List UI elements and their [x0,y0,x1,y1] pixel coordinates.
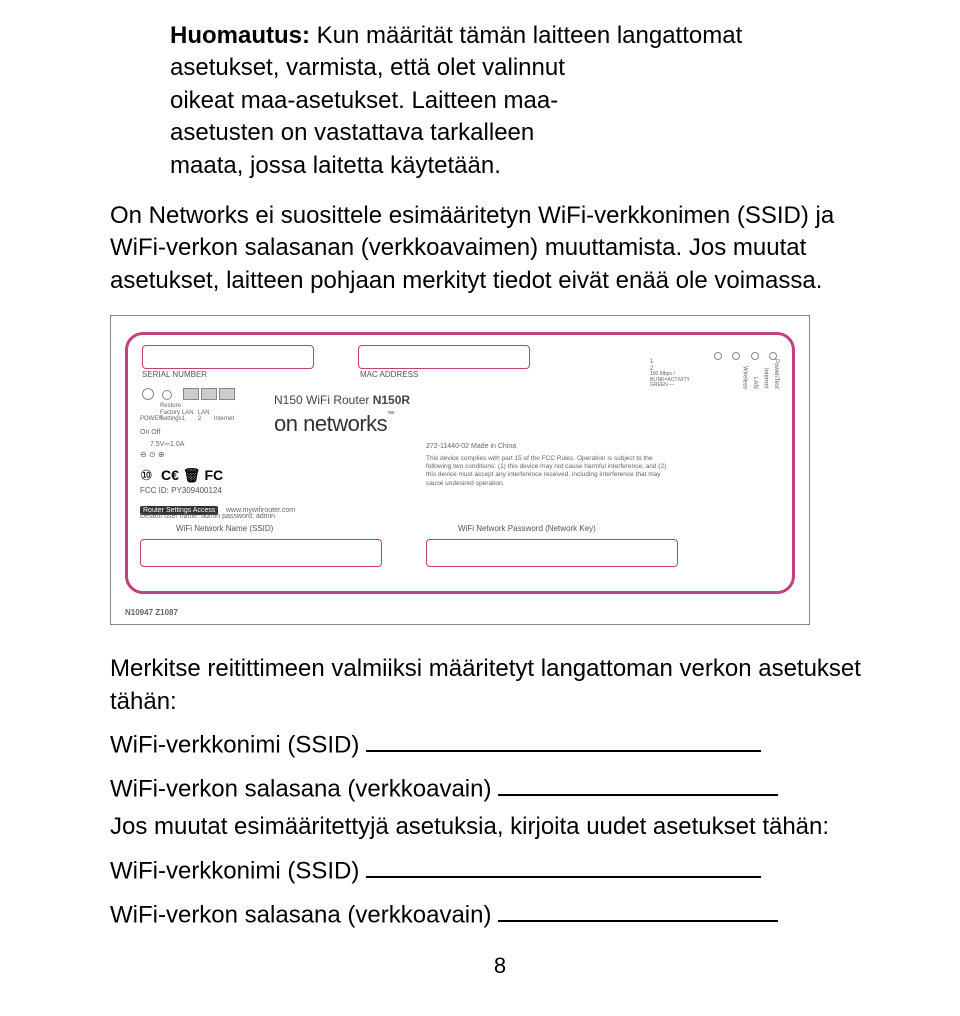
instr2-ssid-label: WiFi-verkkonimi (SSID) [110,857,359,884]
fcc-text: This device complies with part 15 of the… [426,455,676,488]
note-label: Huomautus: [170,22,310,49]
onoff-label: On Off [140,429,161,437]
n-code: N10947 Z1087 [125,609,178,618]
made-in: 272-11440-02 Made in China [426,443,516,451]
mac-field [358,345,530,369]
serial-label: SERIAL NUMBER [142,371,207,380]
instr1-ssid-blank [366,724,761,752]
ssid-label: WiFi Network Name (SSID) [176,525,273,534]
symbol-row: ⊖ ⊙ ⊕ [140,451,165,460]
note-line5: maata, jossa laitetta käytetään. [170,150,890,182]
port-labels-row: POWER Restore Factory Settings LAN 1 LAN… [140,403,260,423]
instr1-pass-label: WiFi-verkon salasana (verkkoavain) [110,775,491,802]
default-cred: Default user name: admin password: admin [140,513,275,521]
instructions-2: Jos muutat esimääritettyjä asetuksia, ki… [110,811,890,931]
pass-label: WiFi Network Password (Network Key) [458,525,596,534]
ssid-field [140,539,382,567]
page-number: 8 [110,953,890,979]
instr2-pass-blank [498,894,778,922]
note-line3: oikeat maa-asetukset. Laitteen maa- [170,85,890,117]
volts-label: 7.5V⎓1.0A [150,441,184,449]
label-border: SERIAL NUMBER MAC ADDRESS POWER Restore … [125,332,795,594]
note-line2: asetukset, varmista, että olet valinnut [170,52,890,84]
pass-field [426,539,678,567]
serial-field [142,345,314,369]
mac-label: MAC ADDRESS [360,371,418,380]
instructions-1: Merkitse reitittimeen valmiiksi määritet… [110,653,890,805]
instr2-ssid-blank [366,850,761,878]
instr2-pass-label: WiFi-verkon salasana (verkkoavain) [110,901,491,928]
router-label-image: SERIAL NUMBER MAC ADDRESS POWER Restore … [110,315,810,625]
product-name: N150 WiFi Router N150R [274,393,410,407]
instr1-text: Merkitse reitittimeen valmiiksi määritet… [110,653,890,718]
note-block: Huomautus: Kun määrität tämän laitteen l… [170,20,890,182]
note-line1: Kun määrität tämän laitteen langattomat [310,22,742,49]
paragraph-1: On Networks ei suosittele esimääritetyn … [110,200,890,297]
note-line4: asetusten on vastattava tarkalleen [170,117,890,149]
brand-logo: on networks™ [274,411,394,437]
instr1-ssid-label: WiFi-verkkonimi (SSID) [110,731,359,758]
cert-row: ⑩ C€ 🗑 FC [140,467,223,485]
ten-icon: ⑩ [140,467,153,483]
instr1-pass-blank [498,768,778,796]
fcc-id: FCC ID: PY309400124 [140,487,222,496]
instr2-text: Jos muutat esimääritettyjä asetuksia, ki… [110,811,890,843]
